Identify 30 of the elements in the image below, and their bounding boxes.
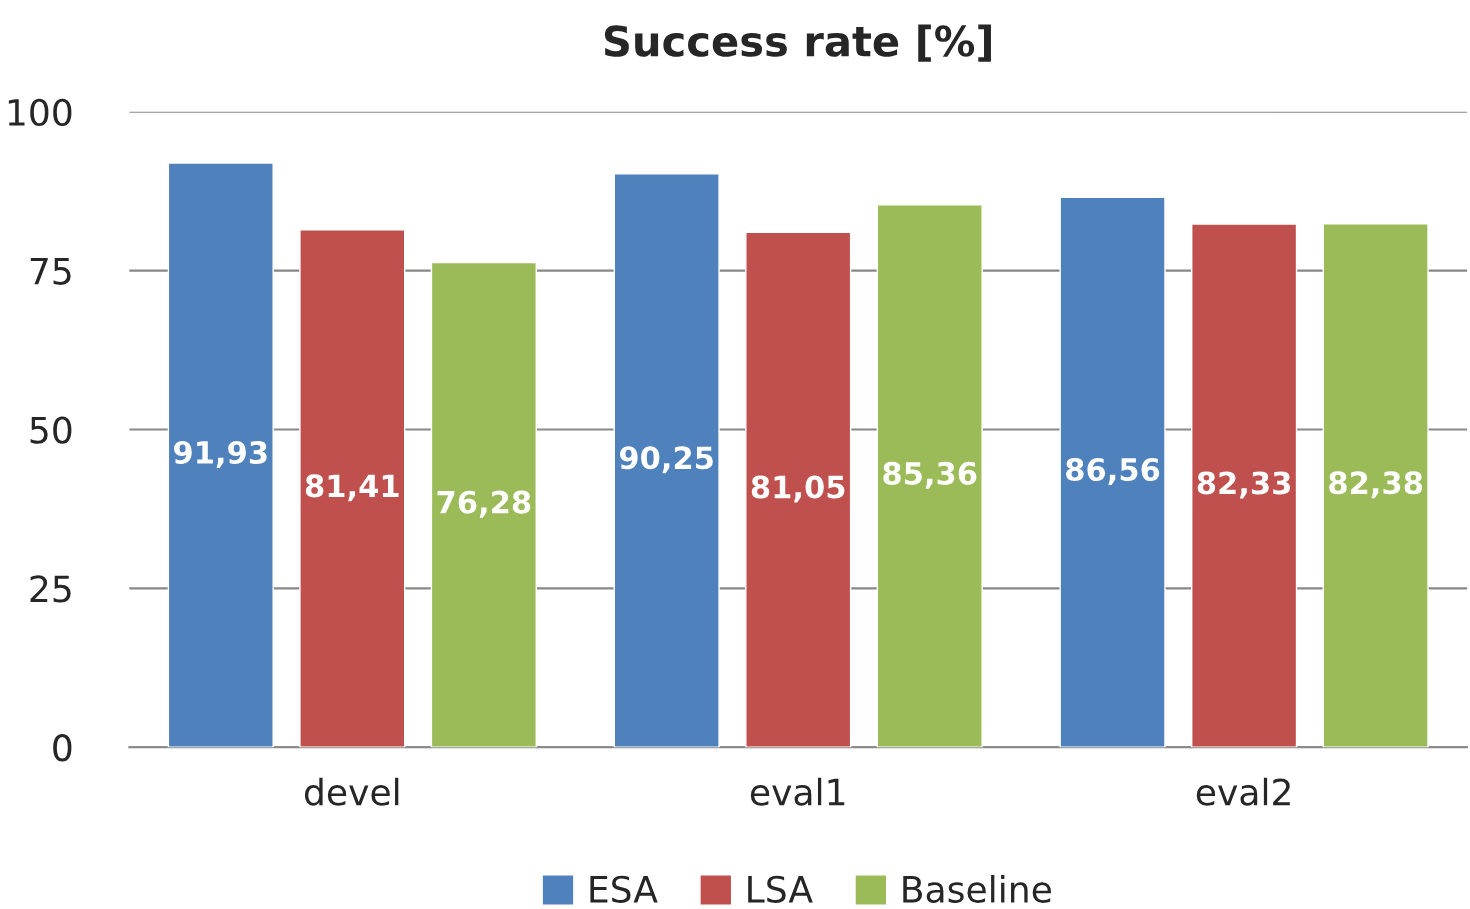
bar (745, 231, 852, 748)
y-tick-label: 100 (8, 98, 72, 127)
bar (1191, 223, 1298, 748)
x-tick-label: eval1 (750, 777, 845, 806)
data-label: 81,41 (305, 474, 399, 502)
x-tick-label: eval2 (1196, 777, 1290, 806)
bar (613, 173, 720, 748)
data-label: 90,25 (619, 446, 713, 474)
y-tick-label: 25 (30, 575, 71, 603)
data-label: 76,28 (437, 490, 531, 518)
bar (876, 204, 983, 748)
bar (167, 162, 274, 748)
data-label: 86,56 (1066, 457, 1160, 485)
data-label: 91,93 (174, 440, 267, 468)
chart-title: Success rate [%] (604, 24, 991, 62)
data-label: 82,33 (1197, 471, 1291, 499)
data-label: 85,36 (883, 461, 977, 489)
bar (299, 229, 406, 748)
y-tick-label: 75 (30, 258, 71, 285)
legend-label: ESA (590, 875, 658, 903)
bar (430, 261, 537, 748)
bar (1059, 196, 1166, 748)
bar (1322, 223, 1429, 748)
y-tick-label: 0 (53, 734, 72, 762)
legend-label: Baseline (903, 875, 1051, 903)
x-tick-label: devel (304, 777, 399, 806)
legend-label: LSA (748, 875, 813, 903)
data-label: 82,38 (1329, 471, 1423, 499)
data-label: 81,05 (751, 475, 845, 503)
y-tick-label: 50 (30, 416, 72, 444)
